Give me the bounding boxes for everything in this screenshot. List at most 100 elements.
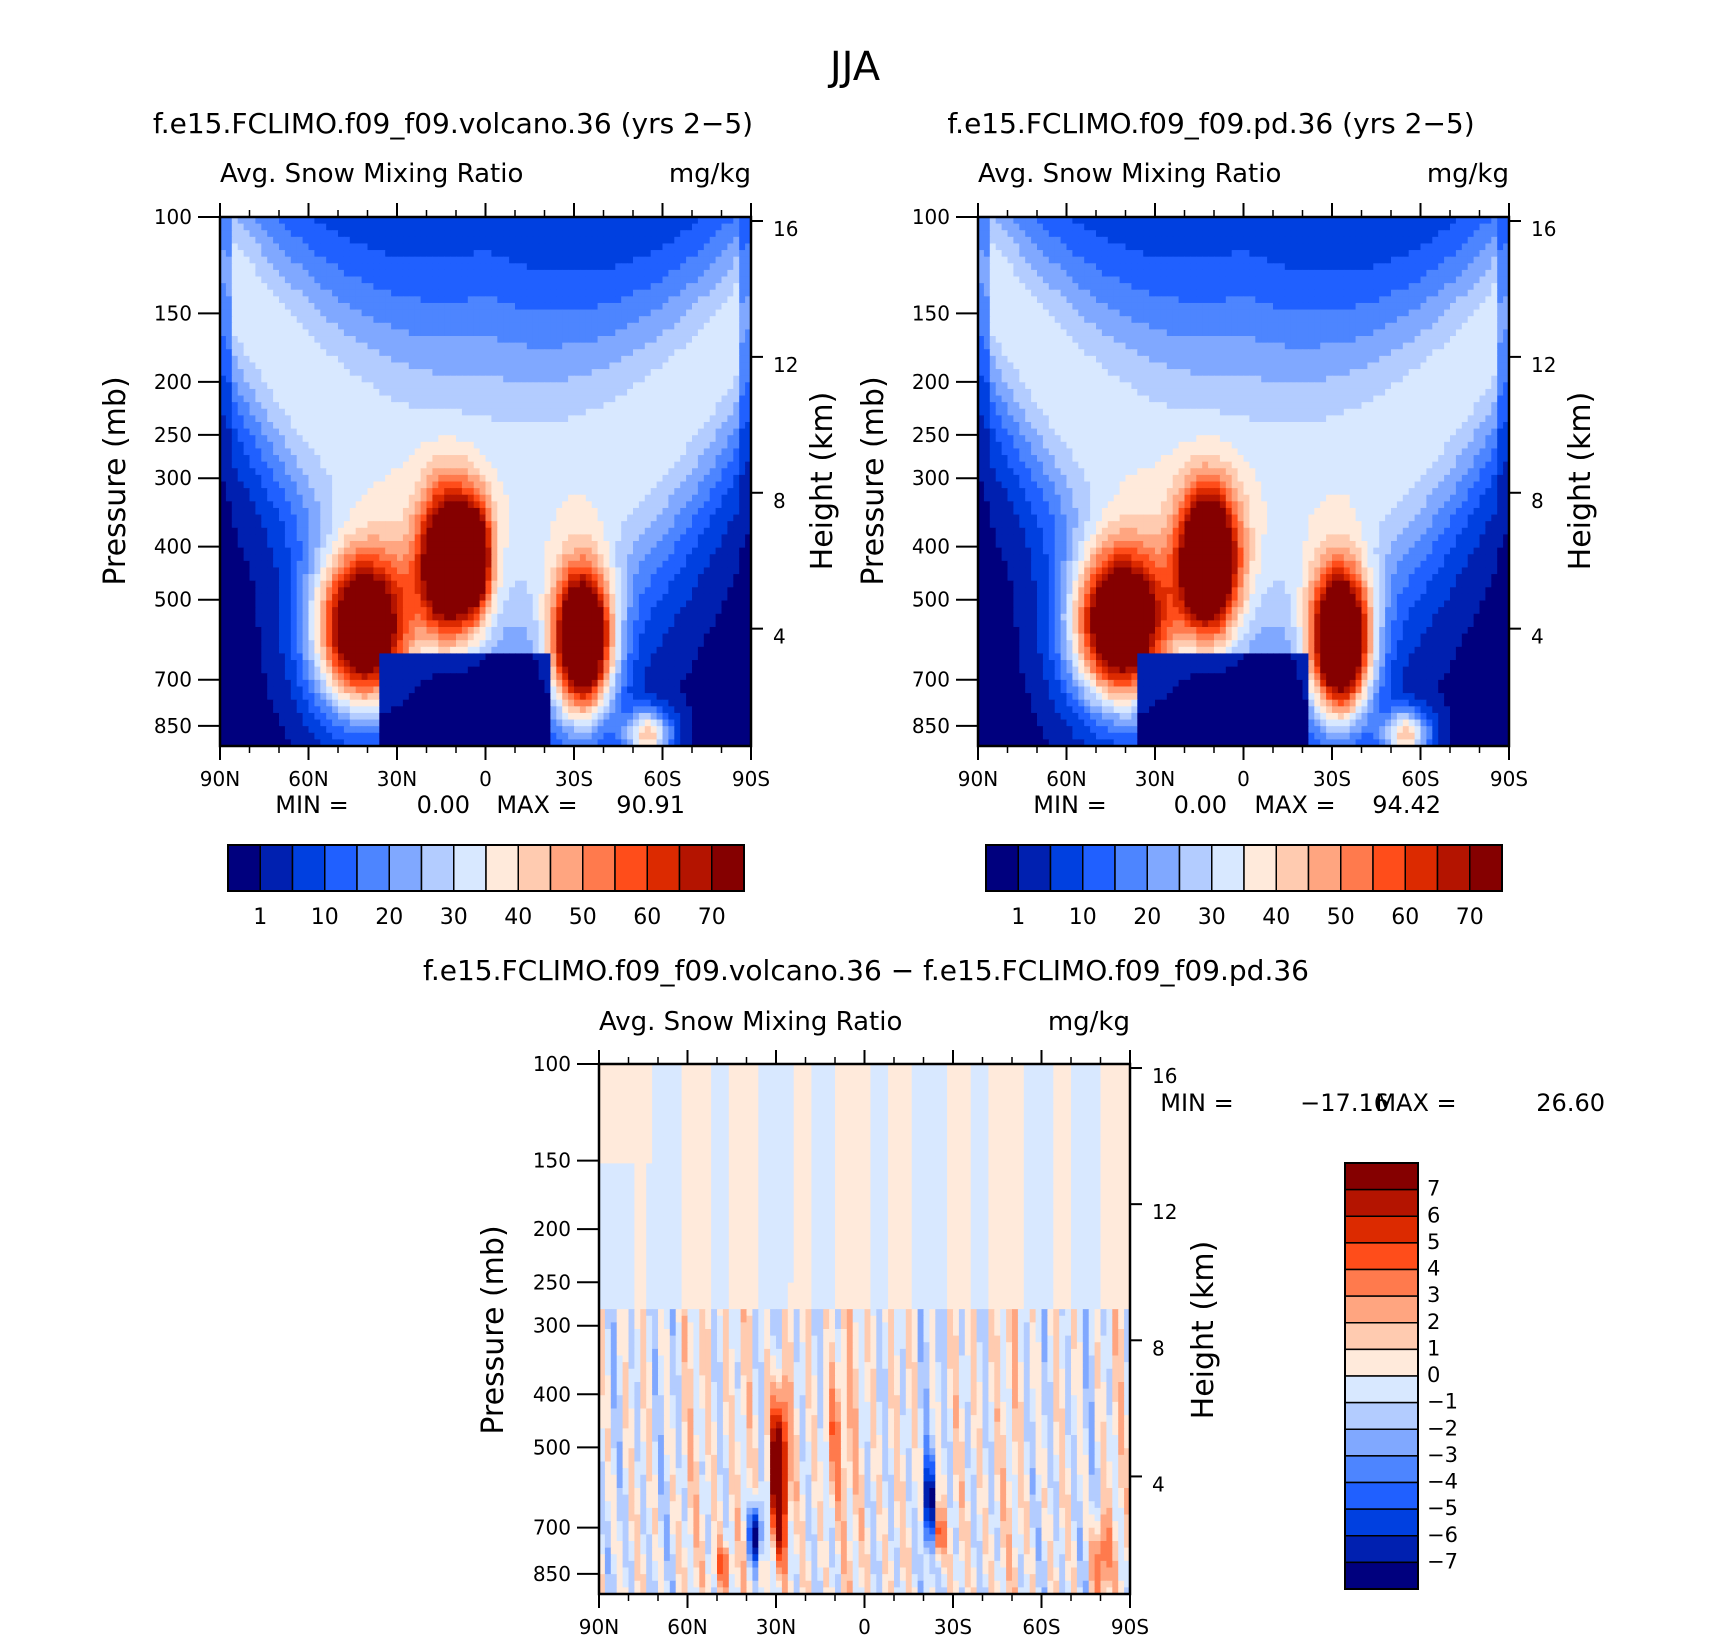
heatmap-cell xyxy=(680,495,687,502)
heatmap-cell xyxy=(391,495,398,502)
heatmap-cell xyxy=(497,468,504,475)
heatmap-cell xyxy=(421,422,428,429)
heatmap-cell xyxy=(668,541,675,548)
heatmap-cell xyxy=(497,250,504,257)
heatmap-cell xyxy=(309,554,316,561)
heatmap-cell xyxy=(686,290,693,297)
heatmap-cell xyxy=(639,574,646,581)
heatmap-cell xyxy=(267,574,274,581)
heatmap-cell xyxy=(450,296,457,303)
heatmap-cell xyxy=(604,574,611,581)
heatmap-cell xyxy=(739,548,746,555)
heatmap-cell xyxy=(609,402,616,409)
heatmap-cell xyxy=(710,296,717,303)
heatmap-cell xyxy=(356,455,363,462)
heatmap-cell xyxy=(509,475,515,482)
heatmap-cell xyxy=(663,528,670,535)
heatmap-cell xyxy=(421,230,428,237)
heatmap-cell xyxy=(356,515,363,522)
heatmap-cell xyxy=(686,521,693,528)
heatmap-cell xyxy=(627,448,634,455)
heatmap-cell xyxy=(415,422,422,429)
heatmap-cell xyxy=(226,349,233,356)
heatmap-cell xyxy=(368,574,375,581)
heatmap-cell xyxy=(692,422,699,429)
heatmap-cell xyxy=(686,343,693,350)
heatmap-cell xyxy=(704,237,711,244)
heatmap-cell xyxy=(474,303,481,310)
heatmap-cell xyxy=(639,402,646,409)
heatmap-cell xyxy=(303,250,310,257)
heatmap-cell xyxy=(674,521,681,528)
heatmap-cell xyxy=(515,270,522,277)
heatmap-cell xyxy=(403,362,410,369)
heatmap-cell xyxy=(527,422,534,429)
heatmap-cell xyxy=(344,495,351,502)
heatmap-cell xyxy=(586,409,593,416)
heatmap-cell xyxy=(415,495,422,502)
heatmap-cell xyxy=(309,329,316,336)
heatmap-cell xyxy=(297,567,304,574)
heatmap-cell xyxy=(491,567,498,574)
heatmap-cell xyxy=(391,250,398,257)
heatmap-cell xyxy=(297,435,304,442)
heatmap-cell xyxy=(332,554,339,561)
heatmap-cell xyxy=(368,515,375,522)
heatmap-cell xyxy=(421,349,428,356)
heatmap-cell xyxy=(273,329,280,336)
heatmap-cell xyxy=(320,270,327,277)
heatmap-cell xyxy=(326,462,333,469)
heatmap-cell xyxy=(285,554,292,561)
heatmap-cell xyxy=(409,277,416,284)
heatmap-cell xyxy=(391,501,398,508)
heatmap-cell xyxy=(604,561,611,568)
heatmap-cell xyxy=(503,528,510,535)
heatmap-cell xyxy=(415,224,422,231)
heatmap-cell xyxy=(450,581,457,588)
heatmap-cell xyxy=(480,501,487,508)
heatmap-cell xyxy=(651,501,658,508)
heatmap-cell xyxy=(462,224,469,231)
heatmap-cell xyxy=(462,402,469,409)
heatmap-cell xyxy=(409,224,416,231)
heatmap-cell xyxy=(556,548,563,555)
heatmap-cell xyxy=(527,508,534,515)
heatmap-cell xyxy=(244,475,251,482)
heatmap-cell xyxy=(604,515,611,522)
heatmap-cell xyxy=(314,243,321,250)
heatmap-cell xyxy=(503,468,510,475)
heatmap-cell xyxy=(438,224,445,231)
heatmap-cell xyxy=(468,574,475,581)
heatmap-cell xyxy=(716,237,723,244)
heatmap-cell xyxy=(226,574,233,581)
heatmap-cell xyxy=(350,296,357,303)
heatmap-cell xyxy=(592,376,599,383)
heatmap-cell xyxy=(497,534,504,541)
heatmap-cell xyxy=(450,574,457,581)
heatmap-cell xyxy=(267,296,274,303)
heatmap-cell xyxy=(657,362,664,369)
heatmap-cell xyxy=(379,316,386,323)
heatmap-cell xyxy=(739,574,746,581)
heatmap-cell xyxy=(421,448,428,455)
heatmap-cell xyxy=(368,369,375,376)
heatmap-cell xyxy=(509,442,515,449)
heatmap-cell xyxy=(733,310,740,317)
heatmap-cell xyxy=(373,482,380,489)
heatmap-cell xyxy=(427,501,434,508)
heatmap-cell xyxy=(303,455,310,462)
heatmap-cell xyxy=(698,554,705,561)
heatmap-cell xyxy=(733,574,740,581)
heatmap-cell xyxy=(663,396,670,403)
heatmap-cell xyxy=(686,534,693,541)
heatmap-cell xyxy=(521,429,528,436)
heatmap-cell xyxy=(568,554,575,561)
heatmap-cell xyxy=(651,356,658,363)
heatmap-cell xyxy=(303,561,310,568)
heatmap-cell xyxy=(326,336,333,343)
heatmap-cell xyxy=(344,250,351,257)
heatmap-cell xyxy=(397,422,404,429)
heatmap-cell xyxy=(663,548,670,555)
heatmap-cell xyxy=(373,561,380,568)
heatmap-cell xyxy=(309,356,316,363)
